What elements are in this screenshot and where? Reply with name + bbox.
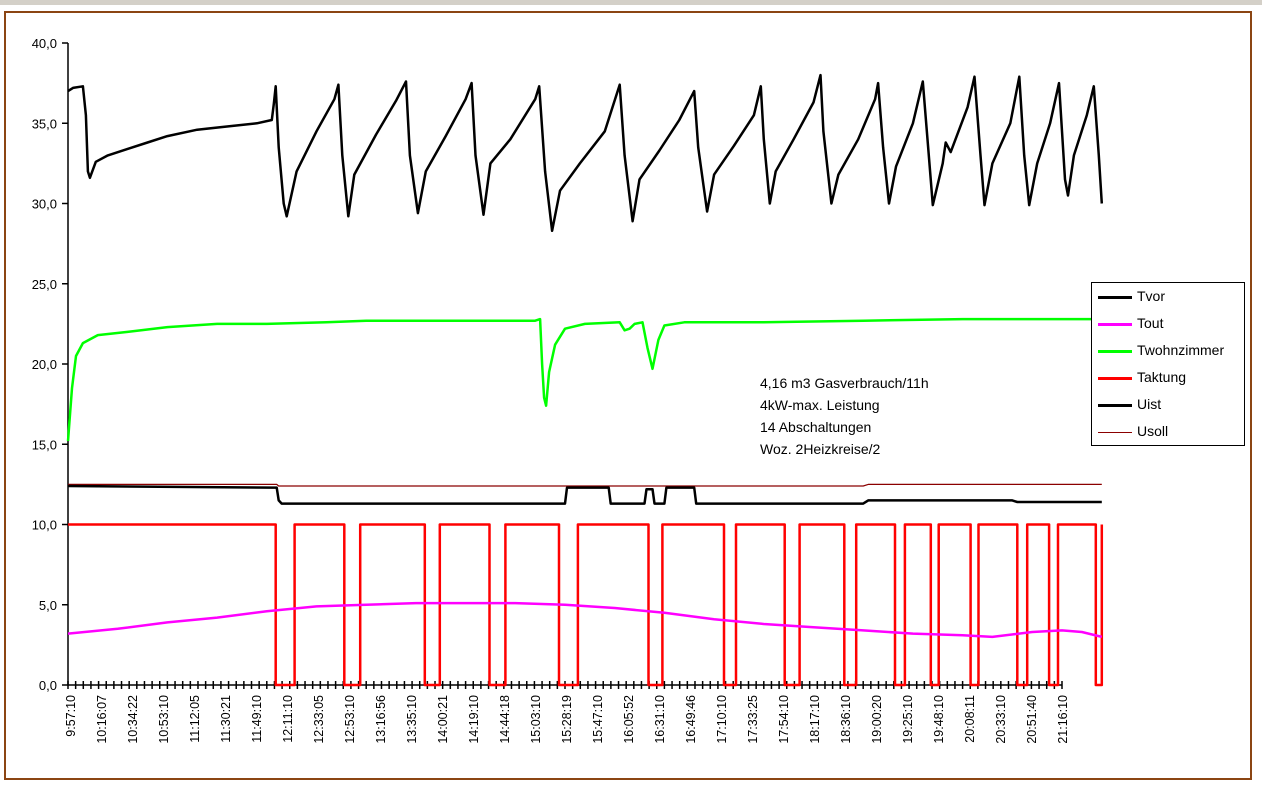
x-tick-label: 15:28:19 <box>560 695 574 744</box>
x-tick-label: 16:05:52 <box>622 695 636 744</box>
legend-swatch <box>1098 377 1132 380</box>
series-line-taktung <box>68 523 1104 687</box>
series-layer <box>66 73 1104 687</box>
x-tick-label: 14:00:21 <box>436 695 450 744</box>
x-tick-label: 17:54:10 <box>777 695 791 744</box>
x-axis: 9:57:10 10:16:07 10:34:22 10:53:10 11:12:05 1… <box>64 681 1070 744</box>
x-tick-label: 15:47:10 <box>591 695 605 744</box>
x-tick-label: 14:44:18 <box>498 695 512 744</box>
x-tick-label: 18:17:10 <box>808 695 822 744</box>
x-tick-label: 10:16:07 <box>95 695 109 744</box>
x-tick-label: 12:33:05 <box>312 695 326 744</box>
x-tick-label: 17:10:10 <box>715 695 729 744</box>
legend-swatch <box>1098 296 1132 299</box>
legend-swatch <box>1098 404 1132 407</box>
x-tick-label: 12:11:10 <box>281 695 295 743</box>
annotation-line-1: 4,16 m3 Gasverbrauch/11h <box>760 375 929 391</box>
y-tick-label: 5,0 <box>39 598 57 613</box>
y-tick-label: 20,0 <box>32 357 57 372</box>
y-tick-label: 10,0 <box>32 518 57 533</box>
x-tick-label: 19:00:20 <box>870 695 884 744</box>
y-tick-label: 40,0 <box>32 36 57 51</box>
y-tick-label: 0,0 <box>39 678 57 693</box>
legend-swatch <box>1098 432 1132 433</box>
legend-item: Tvor <box>1092 284 1246 311</box>
y-tick-label: 30,0 <box>32 197 57 212</box>
series-line-tvor <box>67 73 1104 233</box>
legend-swatch <box>1098 350 1132 353</box>
x-tick-label: 18:36:10 <box>839 695 853 744</box>
x-tick-label: 12:53:10 <box>343 695 357 744</box>
x-tick-label: 19:48:10 <box>932 695 946 744</box>
legend-item: Twohnzimmer <box>1092 338 1246 365</box>
legend-item: Taktung <box>1092 365 1246 392</box>
x-tick-label: 11:30:21 <box>219 695 233 743</box>
x-tick-label: 13:16:56 <box>374 695 388 744</box>
x-tick-label: 21:16:10 <box>1056 695 1070 744</box>
y-tick-label: 15,0 <box>32 437 57 452</box>
x-tick-label: 17:33:25 <box>746 695 760 744</box>
x-tick-label: 20:51:40 <box>1025 695 1039 744</box>
legend-item: Usoll <box>1092 419 1246 446</box>
legend-label: Tout <box>1137 315 1164 331</box>
series-line-tout <box>67 601 1103 639</box>
series-line-usoll <box>68 483 1102 487</box>
window-top-strip <box>0 0 1262 5</box>
x-tick-label: 16:31:10 <box>653 695 667 744</box>
legend-label: Tvor <box>1137 288 1165 304</box>
legend-label: Taktung <box>1137 369 1187 385</box>
y-tick-label: 35,0 <box>32 116 57 131</box>
legend-label: Usoll <box>1137 423 1169 439</box>
x-tick-label: 20:33:10 <box>994 695 1008 744</box>
legend-swatch <box>1098 323 1132 326</box>
x-tick-label: 10:34:22 <box>126 695 140 744</box>
y-axis: 0,0 5,0 10,0 15,0 20,0 25,0 30,0 35,0 40,0 <box>32 36 69 693</box>
annotation-line-3: 14 Abschaltungen <box>760 419 872 435</box>
series-line-uist <box>67 484 1102 505</box>
x-tick-label: 16:49:46 <box>684 695 698 744</box>
y-tick-label: 25,0 <box>32 277 57 292</box>
legend-label: Twohnzimmer <box>1137 342 1225 358</box>
x-tick-label: 15:03:10 <box>529 695 543 744</box>
legend-item: Tout <box>1092 311 1246 338</box>
x-tick-label: 14:19:10 <box>467 695 481 744</box>
x-tick-label: 11:49:10 <box>250 695 264 743</box>
x-tick-label: 20:08:11 <box>963 695 977 743</box>
x-tick-label: 10:53:10 <box>157 695 171 744</box>
x-tick-label: 11:12:05 <box>188 695 202 743</box>
x-tick-label: 19:25:10 <box>901 695 915 744</box>
series-line-twohnzimmer <box>66 317 1102 442</box>
annotation-line-2: 4kW-max. Leistung <box>760 397 880 413</box>
legend-item: Uist <box>1092 392 1246 419</box>
chart-legend: Tvor Tout Twohnzimmer Taktung Uist Usoll <box>1091 282 1245 446</box>
x-tick-label: 9:57:10 <box>64 695 78 737</box>
x-tick-label: 13:35:10 <box>405 695 419 744</box>
chart-annotation: 4,16 m3 Gasverbrauch/11h 4kW-max. Leistu… <box>760 372 929 460</box>
annotation-line-4: Woz. 2Heizkreise/2 <box>760 441 881 457</box>
legend-label: Uist <box>1137 396 1162 412</box>
